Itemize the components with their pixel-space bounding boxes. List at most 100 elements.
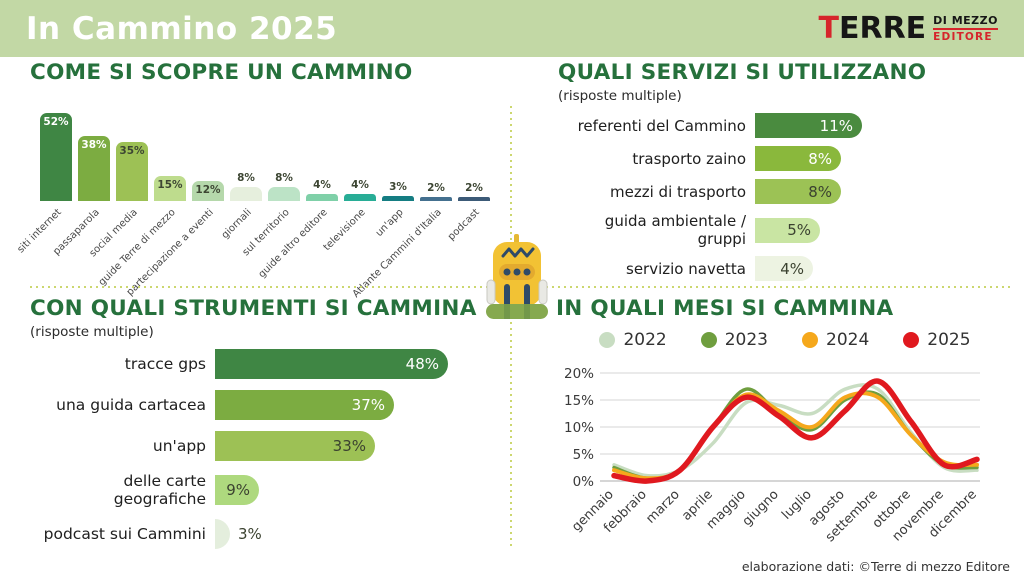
row-un-app: un'app 33% <box>30 431 512 461</box>
bar-value-podcast: 2% <box>465 182 483 194</box>
legend-item-2022: 2022 <box>599 330 667 350</box>
bar-televisione <box>344 194 376 201</box>
section-come-si-scopre: COME SI SCOPRE UN CAMMINO 52% siti intern… <box>15 60 512 300</box>
legend-item-2024: 2024 <box>802 330 869 350</box>
bar-servizio-navetta: 4% <box>755 256 813 281</box>
bar-guide-altro-editore <box>306 194 338 201</box>
row-label-delle-carte-geografiche: delle carte geografiche <box>113 472 206 508</box>
row-delle-carte-geografiche: delle carte geografiche 9% <box>30 472 512 508</box>
data-credit: elaborazione dati: ©Terre di mezzo Edito… <box>741 559 1010 574</box>
bar-sul-territorio <box>268 187 300 201</box>
legend-label-2022: 2022 <box>623 330 667 350</box>
legend-dot-2025 <box>903 332 920 348</box>
legend-label-2023: 2023 <box>724 330 768 350</box>
xtick-giugno: giugno <box>740 487 782 529</box>
chart-subtitle-con-quali-strumenti: (risposte multiple) <box>30 324 154 340</box>
section-con-quali-strumenti: CON QUALI STRUMENTI SI CAMMINA (risposte… <box>30 296 512 560</box>
row-label-referenti-del-cammino: referenti del Cammino <box>577 116 746 135</box>
discover-bar-chart: 52% siti internet 38% passaparola 35% social … <box>15 93 512 300</box>
page-title: In Cammino 2025 <box>26 10 338 47</box>
bar-trasporto-zaino: 8% <box>755 146 841 171</box>
bar-value-referenti-del-cammino: 11% <box>819 116 853 135</box>
bar-partecipazione-a-eventi <box>192 180 224 201</box>
tools-bar-chart: tracce gps 48% una guida cartacea 37% un'app… <box>30 349 512 549</box>
ytick-5%: 5% <box>573 447 595 463</box>
chart-title-quali-servizi: QUALI SERVIZI SI UTILIZZANO <box>558 60 927 85</box>
bar-value-guida-ambientale-gruppi: 5% <box>787 221 811 239</box>
legend-item-2023: 2023 <box>700 330 768 350</box>
section-in-quali-mesi: IN QUALI MESI SI CAMMINA 2022 2023 2024 202… <box>556 296 1014 555</box>
bar-mezzi-di-trasporto: 8% <box>755 179 841 204</box>
row-label-podcast-sui-cammini: podcast sui Cammini <box>43 525 206 543</box>
bar-delle-carte-geografiche: 9% <box>215 475 259 505</box>
bar-value-social-media: 35% <box>119 144 145 157</box>
bar-referenti-del-cammino: 11% <box>755 113 862 138</box>
bar-tracce-gps: 48% <box>215 349 448 379</box>
bar-value-un-app: 33% <box>332 437 366 455</box>
bar-podcast <box>458 197 490 201</box>
row-label-guida-ambientale-gruppi: guida ambientale / gruppi <box>604 212 746 248</box>
ytick-10%: 10% <box>564 420 594 436</box>
bar-value-servizio-navetta: 4% <box>780 259 804 278</box>
section-quali-servizi: QUALI SERVIZI SI UTILIZZANO (risposte mu… <box>558 60 1010 289</box>
bar-value-giornali: 8% <box>237 172 255 185</box>
bar-social-media <box>116 141 148 201</box>
bar-podcast-sui-cammini <box>215 519 230 549</box>
bar-value-podcast-sui-cammini: 3% <box>238 525 262 543</box>
chart-legend: 2022 2023 2024 2025 <box>556 330 1014 350</box>
header-band: In Cammino 2025 TERRE DI MEZZO EDITORE <box>0 0 1024 57</box>
row-guida-ambientale-gruppi: guida ambientale / gruppi 5% <box>558 212 1010 248</box>
row-servizio-navetta: servizio navetta 4% <box>558 256 1010 281</box>
row-podcast-sui-cammini: podcast sui Cammini 3% <box>30 519 512 549</box>
row-trasporto-zaino: trasporto zaino 8% <box>558 146 1010 171</box>
row-referenti-del-cammino: referenti del Cammino 11% <box>558 113 1010 138</box>
bar-value-trasporto-zaino: 8% <box>808 149 832 168</box>
bar-value-televisione: 4% <box>351 179 369 192</box>
logo-first-letter: T <box>818 10 839 46</box>
row-label-una-guida-cartacea: una guida cartacea <box>56 396 206 414</box>
chart-title-con-quali-strumenti: CON QUALI STRUMENTI SI CAMMINA <box>30 296 477 321</box>
dotted-divider-vertical <box>510 106 512 546</box>
logo-wordmark: TERRE <box>818 10 927 46</box>
bar-value-tracce-gps: 48% <box>405 355 439 373</box>
bar-un-app <box>382 195 414 201</box>
xtick-marzo: marzo <box>643 487 682 526</box>
bar-value-siti-internet: 52% <box>43 115 69 128</box>
bar-value-atlante-cammini-d-italia: 2% <box>427 182 445 194</box>
line-series-2025 <box>611 378 980 484</box>
legend-dot-2024 <box>802 332 818 348</box>
ytick-15%: 15% <box>564 393 594 409</box>
legend-label-2024: 2024 <box>826 330 870 350</box>
bar-atlante-cammini-d-italia <box>420 197 452 201</box>
legend-label-2025: 2025 <box>927 330 971 350</box>
row-mezzi-di-trasporto: mezzi di trasporto 8% <box>558 179 1010 204</box>
logo-side-block: DI MEZZO EDITORE <box>933 15 998 43</box>
row-label-un-app: un'app <box>152 437 206 455</box>
row-label-trasporto-zaino: trasporto zaino <box>632 149 746 168</box>
bar-value-guide-terre-di-mezzo: 15% <box>157 178 183 191</box>
bar-una-guida-cartacea: 37% <box>215 390 394 420</box>
logo-rest: ERRE <box>838 10 927 46</box>
row-label-servizio-navetta: servizio navetta <box>626 259 746 278</box>
bar-guide-terre-di-mezzo <box>154 175 186 201</box>
bar-value-mezzi-di-trasporto: 8% <box>808 182 832 201</box>
row-tracce-gps: tracce gps 48% <box>30 349 512 379</box>
legend-dot-2023 <box>700 332 717 348</box>
row-label-mezzi-di-trasporto: mezzi di trasporto <box>610 182 746 201</box>
chart-subtitle-quali-servizi: (risposte multiple) <box>558 88 682 104</box>
logo-editore: EDITORE <box>933 30 993 43</box>
bar-value-guide-altro-editore: 4% <box>313 179 331 192</box>
months-line-chart: 0%5%10%15%20%gennaiofebbraiomarzoaprilem… <box>564 366 980 545</box>
bar-passaparola <box>78 136 110 201</box>
backpack-icon <box>486 234 548 319</box>
bar-value-passaparola: 38% <box>81 139 107 152</box>
brand-logo: TERRE DI MEZZO EDITORE <box>818 10 998 46</box>
bar-value-partecipazione-a-eventi: 12% <box>195 183 221 196</box>
row-label-tracce-gps: tracce gps <box>124 355 206 373</box>
bar-un-app: 33% <box>215 431 375 461</box>
row-una-guida-cartacea: una guida cartacea 37% <box>30 390 512 420</box>
ytick-0%: 0% <box>573 474 595 490</box>
bar-siti-internet <box>40 112 72 201</box>
chart-title-come-si-scopre: COME SI SCOPRE UN CAMMINO <box>30 60 413 85</box>
